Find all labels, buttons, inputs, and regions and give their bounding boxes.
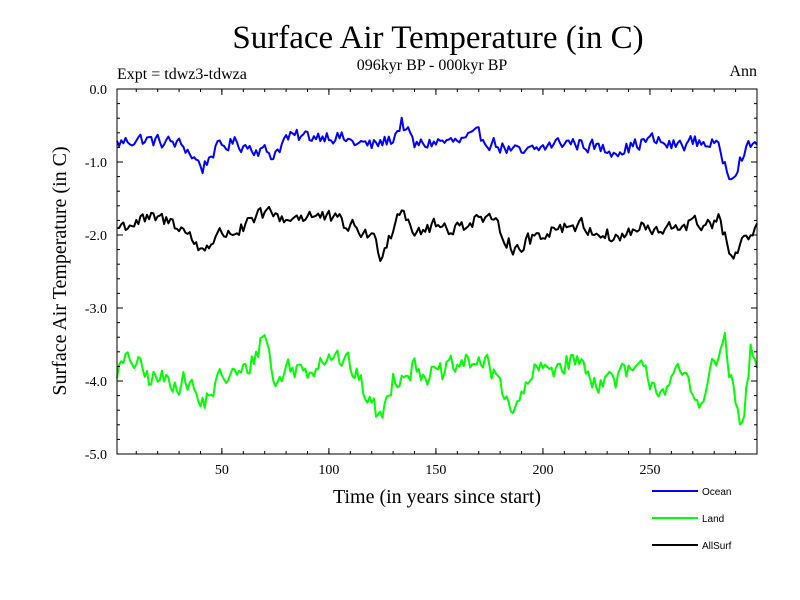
series-line-allsurf [116, 205, 758, 262]
y-tick-label: -2.0 [85, 229, 107, 244]
x-tick-label: 50 [215, 463, 229, 478]
x-tick-label: 200 [532, 463, 553, 478]
x-tick-label: 250 [639, 463, 660, 478]
series-layer [116, 116, 758, 426]
legend-label-ocean: Ocean [702, 487, 731, 498]
x-axis: 50 100 150 200 250 [135, 89, 737, 478]
y-tick-label: 0.0 [90, 83, 108, 98]
x-tick-label: 150 [425, 463, 446, 478]
legend-label-allsurf: AllSurf [702, 541, 732, 552]
series-line-land [116, 332, 758, 426]
legend: Ocean Land AllSurf [652, 487, 732, 552]
y-tick-label: -3.0 [85, 302, 107, 317]
chart-subtitle: 096kyr BP - 000kyr BP [357, 57, 508, 74]
chart-title: Surface Air Temperature (in C) [232, 20, 643, 56]
plot-frame [116, 88, 758, 455]
series-line-ocean [116, 116, 758, 181]
y-axis-label: Surface Air Temperature (in C) [49, 146, 71, 395]
season-label: Ann [729, 63, 757, 80]
y-tick-label: -5.0 [85, 448, 107, 463]
x-axis-label: Time (in years since start) [333, 486, 541, 508]
x-tick-label: 100 [318, 463, 339, 478]
y-tick-label: -4.0 [85, 375, 107, 390]
y-axis: 0.0 -1.0 -2.0 -3.0 -4.0 -5.0 [85, 83, 757, 463]
legend-label-land: Land [702, 514, 724, 525]
experiment-label: Expt = tdwz3-tdwza [117, 66, 247, 83]
y-tick-label: -1.0 [85, 156, 107, 171]
